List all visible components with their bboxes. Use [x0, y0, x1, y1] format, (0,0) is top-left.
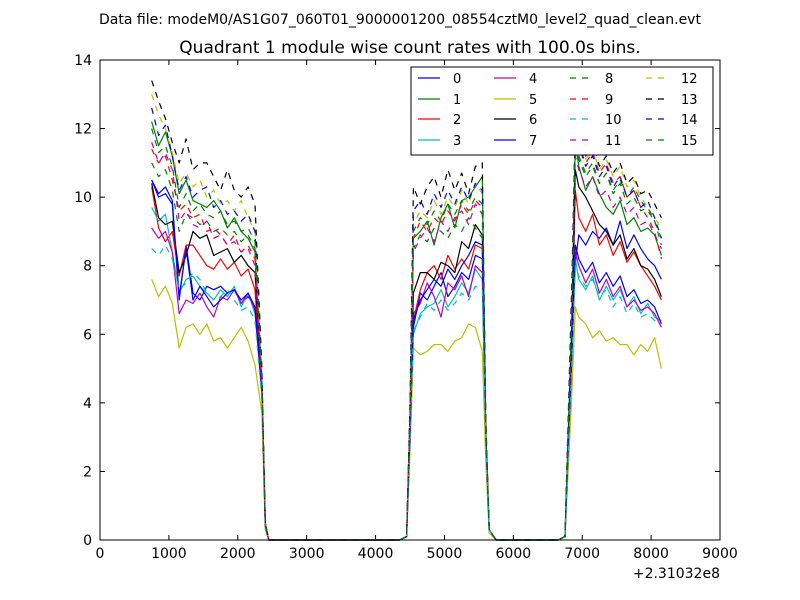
legend-label-2: 2: [453, 113, 461, 128]
chart-title: Quadrant 1 module wise count rates with …: [179, 38, 640, 58]
legend-label-1: 1: [453, 93, 461, 108]
x-tick-label: 0: [96, 546, 105, 562]
series-line-3: [151, 207, 662, 541]
x-tick-label: 5000: [427, 546, 463, 562]
legend-label-7: 7: [529, 134, 537, 149]
series-line-10: [151, 244, 662, 541]
y-tick-label: 6: [83, 327, 92, 343]
tick-layer: 0 1000 2000 3000 4000 5000 6000 7000 8000 9000 0 2 4…: [74, 53, 738, 562]
legend-label-5: 5: [529, 93, 537, 108]
legend-label-10: 10: [605, 113, 622, 128]
series-line-9: [151, 131, 662, 541]
x-tick-label: 3000: [289, 546, 325, 562]
x-tick-label: 4000: [358, 546, 394, 562]
y-tick-label: 8: [83, 259, 92, 275]
legend-label-12: 12: [681, 72, 698, 87]
y-tick-label: 2: [83, 464, 92, 480]
series-line-11: [151, 142, 662, 541]
y-tick-label: 10: [74, 190, 92, 206]
series-line-0: [151, 179, 662, 541]
x-tick-label: 7000: [564, 546, 600, 562]
series-line-12: [151, 94, 662, 541]
series-line-2: [151, 186, 662, 541]
y-tick-label: 4: [83, 396, 92, 412]
legend-label-14: 14: [681, 113, 698, 128]
y-tick-label: 12: [74, 122, 92, 138]
legend-label-8: 8: [605, 72, 613, 87]
x-tick-label: 2000: [220, 546, 256, 562]
y-tick-label: 14: [74, 53, 92, 69]
x-tick-label: 9000: [702, 546, 738, 562]
y-tick-label: 0: [83, 533, 92, 549]
x-tick-label: 1000: [151, 546, 187, 562]
series-line-7: [151, 179, 662, 541]
series-line-4: [151, 227, 662, 541]
figure-suptitle: Data file: modeM0/AS1G07_060T01_90000012…: [99, 12, 701, 28]
series-line-1: [151, 121, 662, 541]
plot-area: 0 1000 2000 3000 4000 5000 6000 7000 8000 9000 0 2 4…: [74, 53, 738, 582]
legend-label-13: 13: [681, 93, 698, 108]
series-line-8: [151, 145, 662, 541]
legend-label-0: 0: [453, 72, 461, 87]
x-offset-label: +2.31032e8: [633, 566, 720, 582]
legend-label-15: 15: [681, 134, 698, 149]
x-tick-label: 8000: [633, 546, 669, 562]
legend-label-9: 9: [605, 93, 613, 108]
axes-frame: [99, 59, 721, 541]
legend-label-4: 4: [529, 72, 537, 87]
series-line-5: [151, 279, 662, 541]
series-layer: [151, 80, 662, 541]
legend-label-3: 3: [453, 134, 461, 149]
legend-label-11: 11: [605, 134, 622, 149]
series-line-6: [151, 169, 662, 541]
legend-label-6: 6: [529, 113, 537, 128]
series-line-15: [151, 128, 662, 541]
x-tick-label: 6000: [496, 546, 532, 562]
